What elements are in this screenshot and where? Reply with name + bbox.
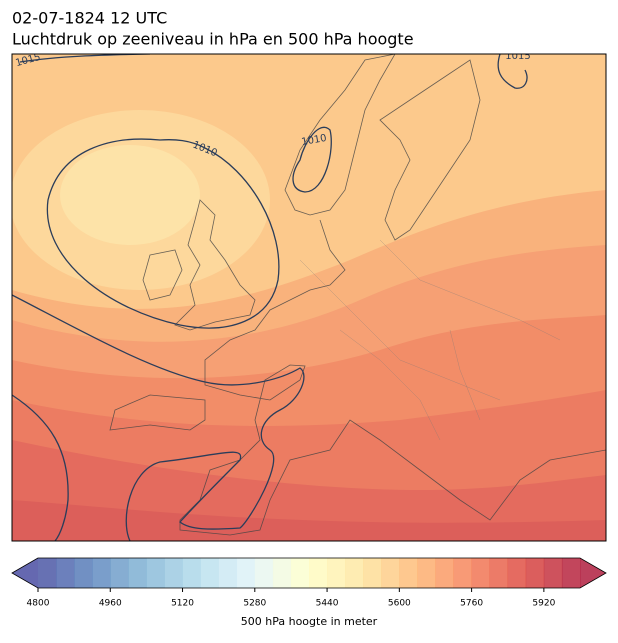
- colorbar-tick-label: 5280: [243, 599, 266, 609]
- country-border: [299, 239, 561, 441]
- isobar: [497, 54, 528, 89]
- colorbar-extend: [12, 558, 38, 588]
- colorbar-swatch: [453, 558, 472, 588]
- colorbar-tick-label: 5120: [171, 599, 194, 609]
- isobar: [12, 394, 69, 541]
- colorbar-swatch: [290, 558, 310, 588]
- colorbar-swatch: [471, 558, 490, 588]
- colorbar-swatch: [435, 558, 454, 588]
- colorbar-swatch: [507, 558, 527, 588]
- colorbar-tick-label: 5440: [316, 599, 339, 609]
- colorbar-tick-label: 5600: [388, 599, 411, 609]
- colorbar-swatch: [363, 558, 382, 588]
- colorbar-swatch: [164, 558, 183, 588]
- colorbar-outline: [11, 557, 607, 589]
- contour-label: 1015: [505, 51, 530, 62]
- map-frame: [11, 53, 607, 542]
- colorbar-swatch: [399, 558, 418, 588]
- colorbar-swatch: [182, 558, 201, 588]
- coastline: [142, 249, 183, 301]
- colorbar-swatch: [218, 558, 238, 588]
- colorbar-swatch: [543, 558, 563, 588]
- colorbar-swatch: [74, 558, 93, 588]
- coastline: [284, 54, 396, 216]
- colorbar-tick-label: 4800: [27, 599, 50, 609]
- colorbar-swatch: [525, 558, 545, 588]
- colorbar-swatch: [200, 558, 219, 588]
- colorbar-swatch: [327, 558, 346, 588]
- colorbar-swatch: [56, 558, 75, 588]
- colorbar-swatch: [110, 558, 129, 588]
- colorbar-swatch: [309, 558, 328, 588]
- isobar: [292, 126, 332, 193]
- colorbar-tick-label: 5920: [532, 599, 555, 609]
- colorbar-tick-label: 4960: [99, 599, 122, 609]
- coastline: [174, 199, 256, 331]
- colorbar-swatch: [272, 558, 292, 588]
- colorbar-swatch: [561, 558, 581, 588]
- colorbar-swatch: [146, 558, 165, 588]
- isobar: [12, 294, 305, 541]
- coastline: [109, 394, 206, 431]
- colorbar: 4800 4960 5120 5280 5440 5600 5760 5920: [11, 557, 607, 609]
- coastline: [379, 59, 481, 241]
- colorbar-swatch: [489, 558, 509, 588]
- colorbar-swatch: [254, 558, 274, 588]
- colorbar-swatch: [381, 558, 400, 588]
- colorbar-tick-label: 5760: [460, 599, 483, 609]
- isobar: [46, 138, 280, 329]
- contour-label: 1010: [301, 133, 328, 148]
- colorbar-swatch: [417, 558, 436, 588]
- colorbar-label: 500 hPa hoogte in meter: [241, 615, 378, 628]
- subtitle: Luchtdruk op zeeniveau in hPa en 500 hPa…: [12, 30, 414, 49]
- colorbar-swatch: [345, 558, 364, 588]
- colorbar-swatch: [236, 558, 256, 588]
- colorbar-swatch: [128, 558, 147, 588]
- colorbar-swatch: [38, 558, 57, 588]
- title: 02-07-1824 12 UTC: [12, 9, 167, 28]
- colorbar-extend: [580, 558, 606, 588]
- colorbar-swatch: [92, 558, 111, 588]
- coastline: [179, 219, 606, 536]
